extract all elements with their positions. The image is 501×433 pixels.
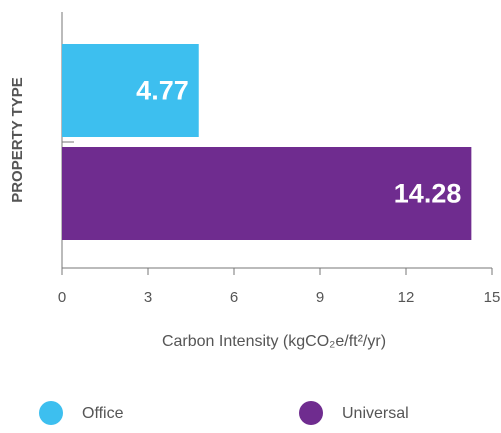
legend-swatch: [299, 401, 323, 425]
x-tick-label: 3: [144, 289, 152, 306]
x-tick-label: 9: [316, 289, 324, 306]
legend-label: Office: [82, 405, 124, 422]
x-tick-label: 15: [484, 289, 501, 306]
bar: [62, 44, 199, 137]
legend-label: Universal: [342, 405, 409, 422]
legend-swatch: [39, 401, 63, 425]
x-tick-label: 0: [58, 289, 66, 306]
x-tick-label: 6: [230, 289, 238, 306]
bar: [62, 147, 472, 240]
y-axis-title: PROPERTY TYPE: [9, 77, 26, 203]
value-label: 14.28: [394, 179, 462, 209]
value-label: 4.77: [136, 76, 189, 106]
x-axis-title: Carbon Intensity (kgCO₂e/ft²/yr): [162, 333, 386, 350]
x-tick-label: 12: [398, 289, 415, 306]
